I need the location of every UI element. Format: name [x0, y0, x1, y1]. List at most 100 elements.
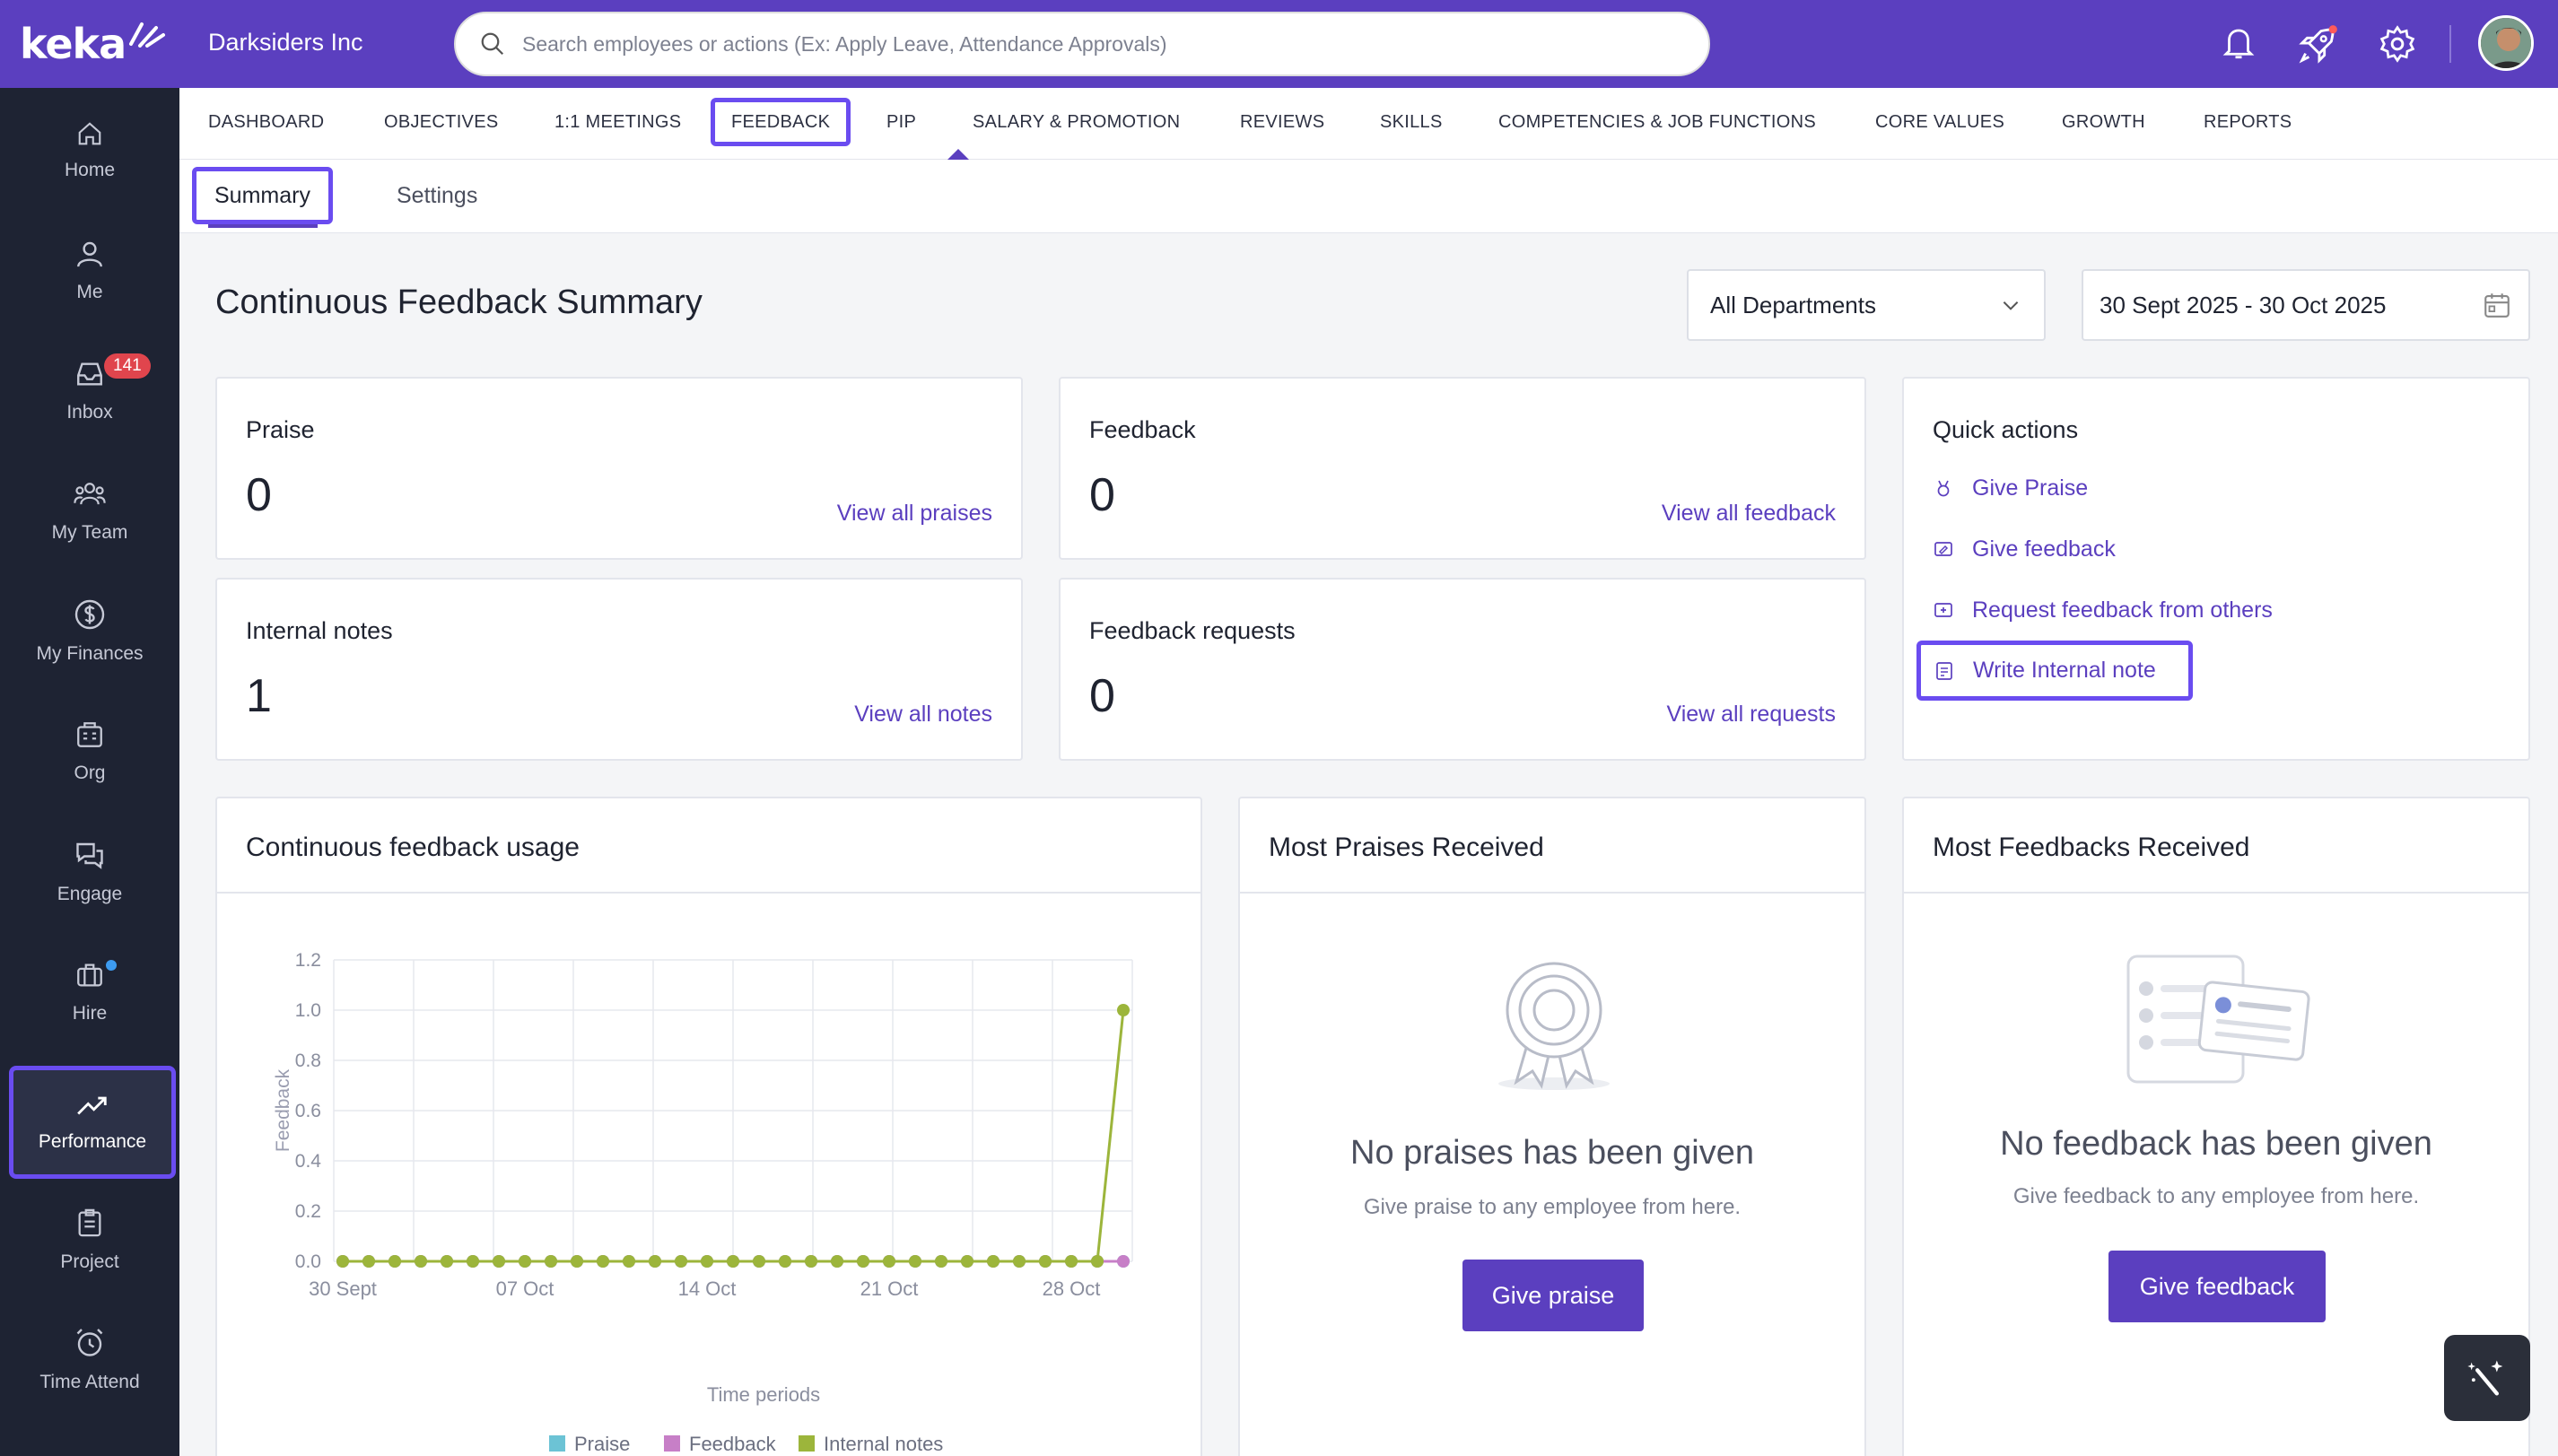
tab-reports[interactable]: REPORTS — [2204, 111, 2292, 132]
most-feedbacks-title: Most Feedbacks Received — [1933, 833, 2250, 862]
data-point — [805, 1255, 817, 1268]
magic-wand-icon — [2467, 1360, 2503, 1396]
search-bar[interactable] — [454, 12, 1710, 76]
engage-icon — [76, 842, 103, 869]
give-praise-button[interactable]: Give praise — [1462, 1260, 1644, 1331]
view-all-praises-link[interactable]: View all praises — [836, 501, 992, 526]
date-range-value: 30 Sept 2025 - 30 Oct 2025 — [2100, 291, 2387, 318]
tab-dashboard[interactable]: DASHBOARD — [208, 111, 325, 132]
data-point — [623, 1255, 635, 1268]
view-all-notes-link[interactable]: View all notes — [854, 702, 992, 727]
sidebar-item-label: Org — [74, 763, 106, 783]
subtab-summary[interactable]: Summary — [192, 167, 333, 224]
hire-notification-dot — [104, 958, 118, 972]
legend-label: Internal notes — [824, 1433, 943, 1455]
give-feedback-button[interactable]: Give feedback — [2108, 1251, 2326, 1322]
sidebar-item-me[interactable]: Me — [0, 217, 179, 325]
request-feedback-action[interactable]: Request feedback from others — [1933, 597, 2273, 623]
keka-logo[interactable]: keka — [0, 0, 179, 88]
praise-count: 0 — [246, 469, 272, 521]
feedback-requests-count: 0 — [1089, 670, 1115, 722]
praise-label: Praise — [246, 416, 315, 443]
write-internal-note-action[interactable]: Write Internal note — [1916, 641, 2193, 701]
no-feedback-subtitle: Give feedback to any employee from here. — [2012, 1184, 2420, 1208]
tab-growth[interactable]: GROWTH — [2062, 111, 2145, 132]
tab-objectives[interactable]: OBJECTIVES — [384, 111, 499, 132]
give-feedback-action[interactable]: Give feedback — [1933, 536, 2116, 562]
magic-wand-button[interactable] — [2444, 1335, 2530, 1421]
no-praises-subtitle: Give praise to any employee from here. — [1363, 1195, 1742, 1219]
x-tick-label: 30 Sept — [309, 1277, 377, 1300]
active-tab-indicator — [947, 149, 969, 160]
sidebar-item-label: My Finances — [36, 643, 144, 664]
avatar[interactable] — [2478, 15, 2534, 71]
sidebar-item-hire[interactable]: Hire — [0, 938, 179, 1046]
sidebar-item-my-team[interactable]: My Team — [0, 458, 179, 565]
subtab-settings[interactable]: Settings — [397, 182, 478, 208]
calendar-icon — [2484, 293, 2510, 318]
data-point — [389, 1255, 401, 1268]
x-tick-label: 21 Oct — [860, 1277, 919, 1300]
data-point — [1039, 1255, 1052, 1268]
rocket-icon[interactable] — [2297, 24, 2338, 65]
sidebar-item-label: Engage — [57, 884, 123, 904]
logo-spark-icon — [129, 22, 166, 48]
most-praises-title: Most Praises Received — [1269, 833, 1544, 862]
sidebar-item-inbox[interactable]: Inbox 141 — [0, 337, 179, 445]
most-praises-card: Most Praises Received No praises has bee… — [1238, 797, 1866, 1456]
internal-notes-count: 1 — [246, 670, 272, 722]
data-point — [779, 1255, 791, 1268]
briefcase-icon — [77, 963, 102, 987]
y-tick-label: 1.0 — [295, 1000, 321, 1021]
clipboard-icon — [78, 1208, 101, 1237]
sidebar-item-engage[interactable]: Engage — [0, 818, 179, 926]
data-point — [753, 1255, 765, 1268]
data-point — [415, 1255, 427, 1268]
sidebar-item-performance[interactable]: Performance — [9, 1066, 176, 1179]
sidebar-item-org[interactable]: Org — [0, 698, 179, 806]
tab-core-values[interactable]: CORE VALUES — [1875, 111, 2005, 132]
usage-title: Continuous feedback usage — [246, 833, 580, 862]
avatar-image — [2481, 18, 2531, 68]
sidebar-item-label: Home — [64, 160, 116, 180]
give-praise-action[interactable]: Give Praise — [1933, 475, 2088, 501]
gear-icon[interactable] — [2378, 24, 2417, 64]
sidebar-item-label: Performance — [38, 1131, 147, 1152]
x-tick-label: 07 Oct — [496, 1277, 554, 1300]
y-tick-label: 0.6 — [295, 1101, 321, 1121]
sidebar-item-time-attend[interactable]: Time Attend — [0, 1306, 179, 1414]
y-axis-ticks: 1.2 1.0 0.8 0.6 0.4 0.2 0.0 — [295, 950, 322, 1272]
tab-feedback[interactable]: FEEDBACK — [711, 98, 851, 146]
tab-competencies[interactable]: COMPETENCIES & JOB FUNCTIONS — [1498, 111, 1816, 132]
award-illustration-icon — [1498, 962, 1610, 1090]
feedback-label: Feedback — [1089, 416, 1196, 443]
view-all-feedback-link[interactable]: View all feedback — [1661, 501, 1836, 526]
y-tick-label: 0.0 — [295, 1251, 321, 1272]
data-point — [336, 1255, 349, 1268]
department-select[interactable]: All Departments — [1687, 269, 2046, 341]
bell-icon[interactable] — [2220, 24, 2257, 62]
y-axis-label: Feedback — [273, 1068, 293, 1152]
view-all-requests-link[interactable]: View all requests — [1666, 702, 1836, 727]
tab-1-1-meetings[interactable]: 1:1 MEETINGS — [554, 111, 682, 132]
date-range-picker[interactable]: 30 Sept 2025 - 30 Oct 2025 — [2082, 269, 2530, 341]
data-point — [441, 1255, 453, 1268]
tab-reviews[interactable]: REVIEWS — [1240, 111, 1325, 132]
tab-salary-promotion[interactable]: SALARY & PROMOTION — [973, 111, 1181, 132]
sidebar-item-label: Inbox — [66, 402, 113, 423]
sidebar-item-label: Me — [76, 282, 103, 302]
sidebar-item-project[interactable]: Project — [0, 1186, 179, 1294]
tab-skills[interactable]: SKILLS — [1380, 111, 1443, 132]
sidebar-item-label: Time Attend — [39, 1372, 140, 1392]
search-input[interactable] — [522, 31, 1689, 57]
data-point — [883, 1255, 895, 1268]
chevron-down-icon — [2003, 301, 2019, 310]
feature-tabs: DASHBOARD OBJECTIVES 1:1 MEETINGS FEEDBA… — [179, 88, 2558, 160]
praise-card: Praise 0 View all praises — [215, 377, 1023, 560]
sidebar-item-my-finances[interactable]: My Finances — [0, 578, 179, 685]
tab-pip[interactable]: PIP — [886, 111, 917, 132]
data-point — [857, 1255, 869, 1268]
sidebar-item-home[interactable]: Home — [0, 97, 179, 205]
page-title: Continuous Feedback Summary — [215, 283, 703, 321]
chart-grid — [333, 959, 1133, 1262]
